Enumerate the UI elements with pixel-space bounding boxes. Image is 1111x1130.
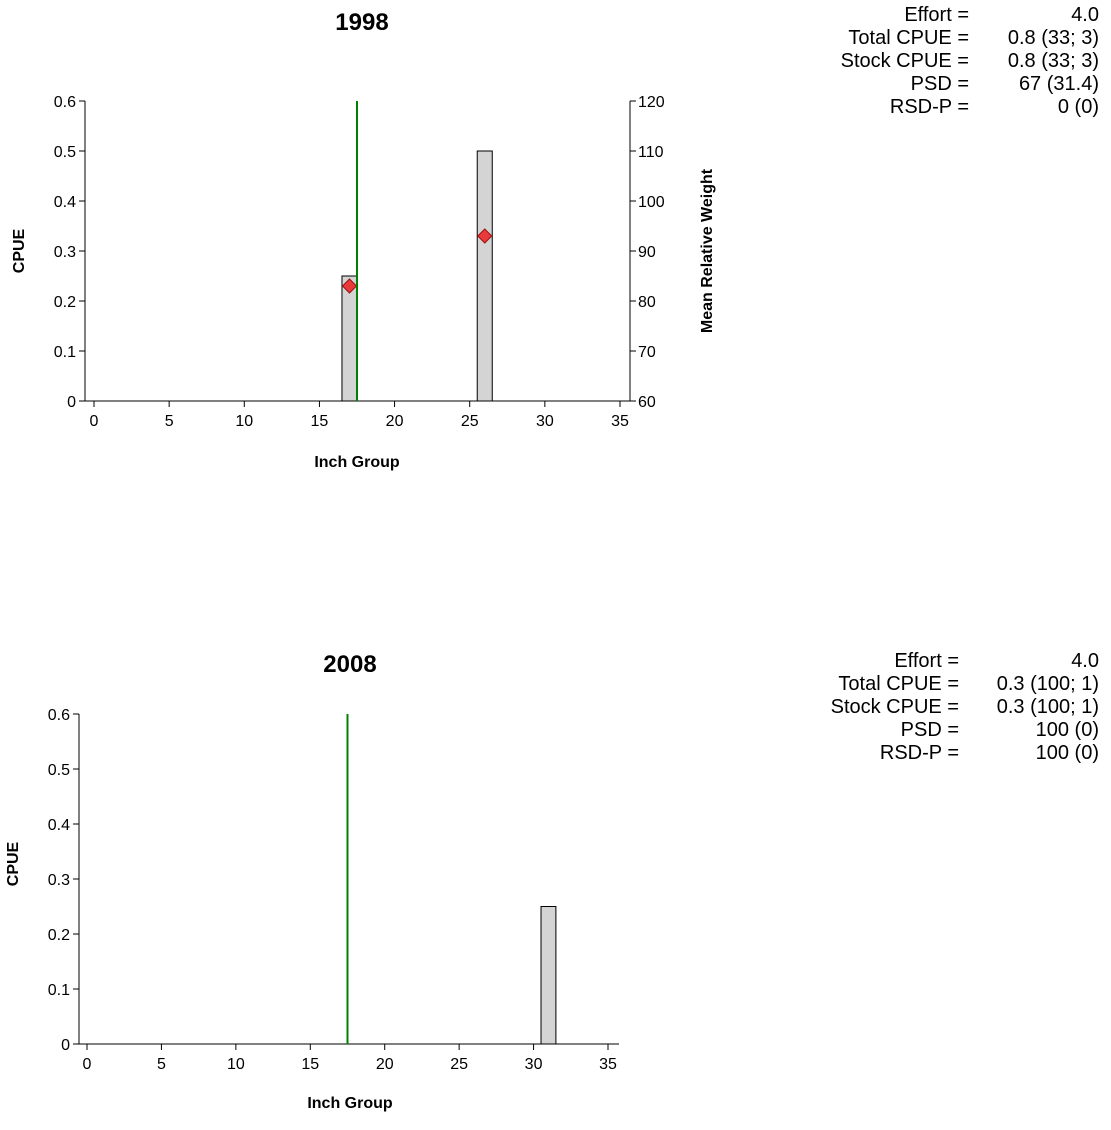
x-tick-label: 15 — [301, 1056, 319, 1073]
stats-panel-2008: Effort = 4.0 Total CPUE = 0.3 (100; 1) Sto… — [831, 650, 1099, 765]
chart-2008: 2008 CPUE Inch Group 0 0.1 0.2 0.3 0.4 0.5 0.6… — [5, 651, 619, 1112]
stats-row-rsd-p: RSD-P = 0 (0) — [841, 96, 1099, 119]
y-tick-label: 0 — [61, 1037, 70, 1054]
bar — [341, 275, 358, 402]
stats-row-psd: PSD = 67 (31.4) — [841, 73, 1099, 96]
y2-tick-label: 90 — [638, 244, 656, 261]
x-axis-label: Inch Group — [314, 454, 400, 471]
stats-label: Total CPUE = — [848, 27, 969, 49]
y-tick-label: 0.4 — [48, 817, 70, 834]
x-tick-label: 25 — [461, 413, 479, 430]
y-tick-label: 0.2 — [54, 294, 76, 311]
stats-value: 0.3 (100; 1) — [996, 673, 1099, 695]
stats-row-effort: Effort = 4.0 — [841, 4, 1099, 27]
x-tick-label: 30 — [525, 1056, 543, 1073]
stats-row-total-cpue: Total CPUE = 0.3 (100; 1) — [831, 673, 1099, 696]
bar — [476, 150, 493, 402]
x-axis-label: Inch Group — [307, 1095, 393, 1112]
y2-tick-label: 120 — [638, 94, 665, 111]
stats-row-effort: Effort = 4.0 — [831, 650, 1099, 673]
y-tick-label: 0 — [67, 394, 76, 411]
stats-value: 4.0 — [1071, 650, 1099, 672]
stats-value: 0.3 (100; 1) — [996, 696, 1099, 718]
x-tick-label: 5 — [157, 1056, 166, 1073]
chart-1998: 1998 CPUE Mean Relative Weight Inch Grou… — [11, 9, 716, 471]
x-tick-label: 15 — [311, 413, 329, 430]
y-tick-label: 0.2 — [48, 927, 70, 944]
x-tick-label: 20 — [386, 413, 404, 430]
stats-value: 67 (31.4) — [1018, 73, 1099, 95]
stats-value: 4.0 — [1071, 4, 1099, 26]
y2-tick-label: 60 — [638, 394, 656, 411]
x-tick-label: 0 — [90, 413, 99, 430]
y-tick-label: 0.1 — [48, 982, 70, 999]
chart-title: 1998 — [335, 9, 388, 36]
y2-tick-label: 70 — [638, 344, 656, 361]
stats-label: Total CPUE = — [838, 673, 959, 695]
stats-panel-1998: Effort = 4.0 Total CPUE = 0.8 (33; 3) Stoc… — [841, 4, 1099, 119]
x-tick-label: 25 — [450, 1056, 468, 1073]
stats-label: Effort = — [904, 4, 969, 26]
stats-value: 100 (0) — [1035, 719, 1099, 741]
y-tick-label: 0.6 — [48, 707, 70, 724]
y-axis-label: CPUE — [11, 228, 28, 273]
y-tick-label: 0.4 — [54, 194, 76, 211]
chart-title: 2008 — [323, 651, 376, 678]
y2-tick-label: 110 — [638, 144, 664, 161]
x-tick-label: 5 — [165, 413, 174, 430]
stats-row-total-cpue: Total CPUE = 0.8 (33; 3) — [841, 27, 1099, 50]
plot-area: 0 0.1 0.2 0.3 0.4 0.5 0.6 0 5 10 15 20 25 30 35 60 70 80 9… — [54, 94, 665, 430]
y-tick-label: 0.3 — [48, 872, 70, 889]
x-tick-label: 10 — [227, 1056, 245, 1073]
plot-area: 0 0.1 0.2 0.3 0.4 0.5 0.6 0 5 10 15 20 25 30 35 — [48, 707, 619, 1073]
x-tick-label: 35 — [611, 413, 629, 430]
y-axis-label: CPUE — [5, 841, 22, 886]
relative-weight-marker — [477, 228, 493, 244]
stats-row-rsd-p: RSD-P = 100 (0) — [831, 742, 1099, 765]
stats-label: PSD = — [900, 719, 959, 741]
relative-weight-marker — [341, 278, 358, 294]
y2-tick-label: 80 — [638, 294, 656, 311]
stats-value: 100 (0) — [1035, 742, 1099, 764]
stats-label: Effort = — [894, 650, 959, 672]
stats-row-stock-cpue: Stock CPUE = 0.3 (100; 1) — [831, 696, 1099, 719]
x-tick-label: 10 — [235, 413, 253, 430]
x-tick-label: 30 — [536, 413, 554, 430]
y-tick-label: 0.5 — [54, 144, 76, 161]
x-tick-label: 0 — [83, 1056, 92, 1073]
y-tick-label: 0.3 — [54, 244, 76, 261]
stats-row-stock-cpue: Stock CPUE = 0.8 (33; 3) — [841, 50, 1099, 73]
y-tick-label: 0.1 — [54, 344, 76, 361]
stats-label: RSD-P = — [879, 742, 959, 764]
stats-label: RSD-P = — [889, 96, 969, 118]
y-tick-label: 0.6 — [54, 94, 76, 111]
stats-value: 0.8 (33; 3) — [1007, 27, 1099, 49]
y-tick-label: 0.5 — [48, 762, 70, 779]
stats-label: Stock CPUE = — [840, 50, 969, 72]
stats-label: Stock CPUE = — [830, 696, 959, 718]
x-tick-label: 20 — [376, 1056, 394, 1073]
bar — [540, 906, 557, 1045]
stats-row-psd: PSD = 100 (0) — [831, 719, 1099, 742]
y2-axis-label: Mean Relative Weight — [699, 168, 716, 333]
x-tick-label: 35 — [599, 1056, 617, 1073]
y2-tick-label: 100 — [638, 194, 665, 211]
stats-label: PSD = — [910, 73, 969, 95]
stats-value: 0 (0) — [1057, 96, 1099, 118]
stats-value: 0.8 (33; 3) — [1007, 50, 1099, 72]
